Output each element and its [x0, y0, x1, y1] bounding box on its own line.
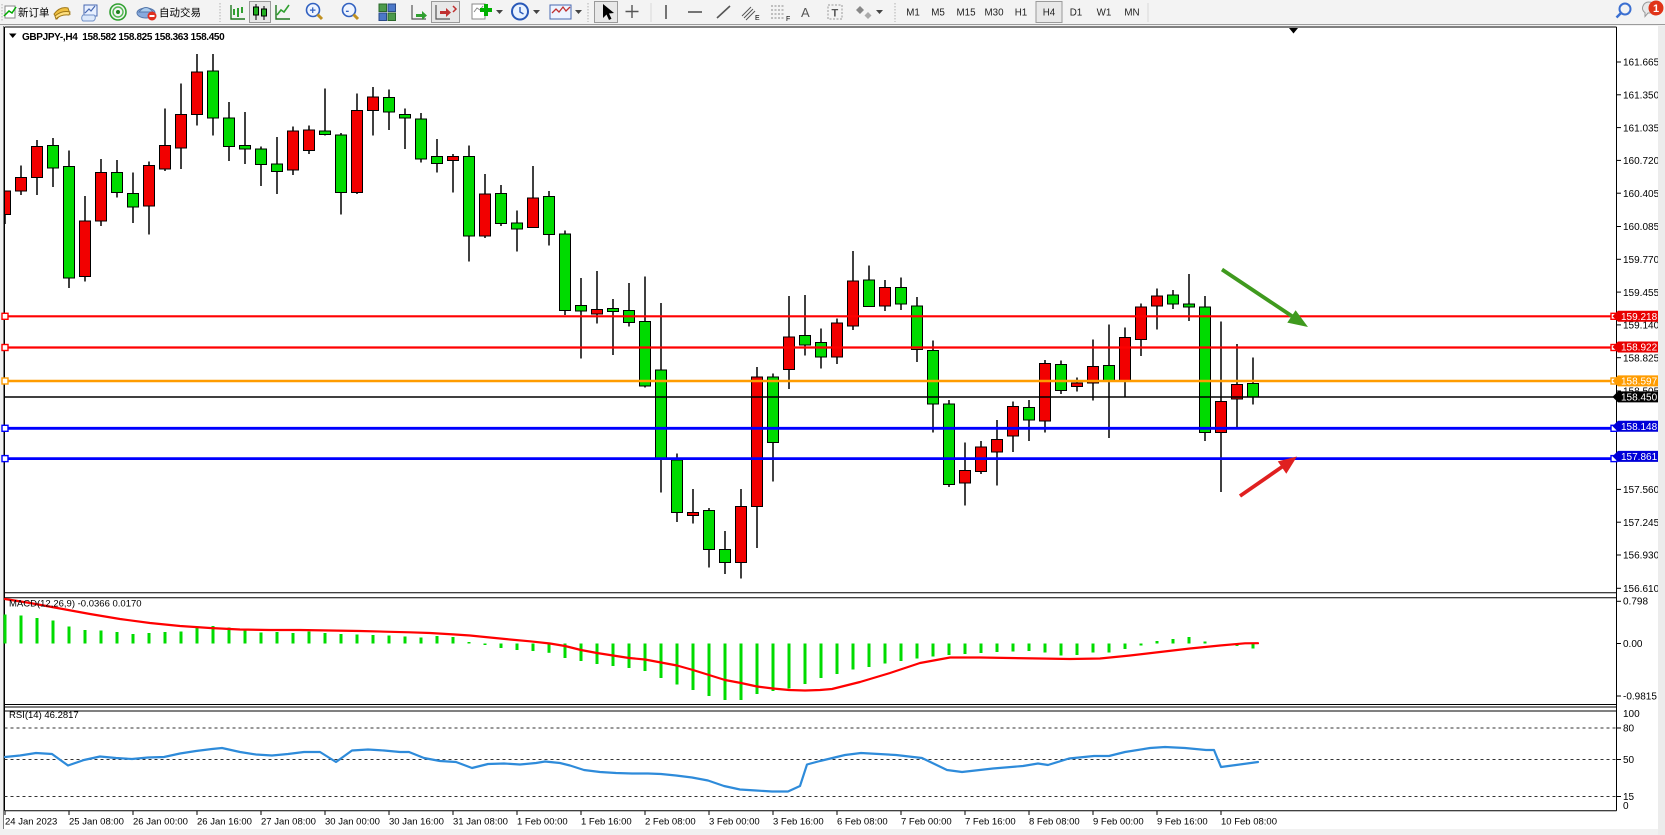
svg-text:80: 80: [1623, 724, 1635, 735]
svg-text:H4: H4: [1043, 8, 1056, 19]
svg-text:0: 0: [1623, 801, 1629, 812]
svg-text:E: E: [755, 15, 760, 22]
svg-text:MN: MN: [1124, 8, 1139, 19]
svg-text:30 Jan 00:00: 30 Jan 00:00: [325, 817, 380, 828]
svg-text:160.405: 160.405: [1623, 189, 1660, 200]
svg-text:7 Feb 16:00: 7 Feb 16:00: [965, 817, 1016, 828]
svg-text:MACD(12,26,9) -0.0366 0.0170: MACD(12,26,9) -0.0366 0.0170: [9, 599, 142, 610]
svg-text:30 Jan 16:00: 30 Jan 16:00: [389, 817, 444, 828]
svg-text:25 Jan 08:00: 25 Jan 08:00: [69, 817, 124, 828]
svg-text:156.610: 156.610: [1623, 584, 1660, 595]
svg-text:A: A: [801, 5, 810, 20]
svg-text:1 Feb 00:00: 1 Feb 00:00: [517, 817, 568, 828]
svg-text:新订单: 新订单: [18, 6, 50, 19]
svg-text:159.218: 159.218: [1621, 312, 1658, 323]
svg-text:自动交易: 自动交易: [159, 6, 201, 19]
svg-text:M1: M1: [906, 8, 920, 19]
svg-text:GBPJPY-,H4 158.582 158.825 15: GBPJPY-,H4 158.582 158.825 158.363 158.4…: [22, 32, 225, 43]
svg-text:D1: D1: [1070, 8, 1083, 19]
svg-text:26 Jan 00:00: 26 Jan 00:00: [133, 817, 188, 828]
svg-text:24 Jan 2023: 24 Jan 2023: [5, 817, 57, 828]
svg-text:15: 15: [1623, 792, 1635, 803]
svg-text:M15: M15: [956, 8, 976, 19]
svg-text:161.350: 161.350: [1623, 91, 1660, 102]
svg-text:156.930: 156.930: [1623, 551, 1660, 562]
svg-text:26 Jan 16:00: 26 Jan 16:00: [197, 817, 252, 828]
svg-text:1 Feb 16:00: 1 Feb 16:00: [581, 817, 632, 828]
svg-text:7 Feb 00:00: 7 Feb 00:00: [901, 817, 952, 828]
svg-text:0.00: 0.00: [1623, 639, 1643, 650]
svg-text:9 Feb 16:00: 9 Feb 16:00: [1157, 817, 1208, 828]
svg-text:+: +: [310, 5, 316, 17]
svg-text:H1: H1: [1015, 8, 1028, 19]
svg-text:9 Feb 00:00: 9 Feb 00:00: [1093, 817, 1144, 828]
svg-text:160.720: 160.720: [1623, 156, 1660, 167]
svg-text:158.825: 158.825: [1623, 353, 1660, 364]
svg-text:0.798: 0.798: [1623, 597, 1648, 608]
svg-text:W1: W1: [1097, 8, 1112, 19]
svg-text:157.560: 157.560: [1623, 485, 1660, 496]
svg-text:158.148: 158.148: [1621, 422, 1658, 433]
svg-text:160.085: 160.085: [1623, 222, 1660, 233]
svg-text:161.035: 161.035: [1623, 123, 1660, 134]
svg-text:6 Feb 08:00: 6 Feb 08:00: [837, 817, 888, 828]
svg-text:-: -: [346, 5, 350, 17]
svg-text:M5: M5: [931, 8, 945, 19]
svg-text:50: 50: [1623, 755, 1635, 766]
svg-text:159.770: 159.770: [1623, 255, 1660, 266]
svg-text:159.140: 159.140: [1623, 321, 1660, 332]
svg-text:3 Feb 16:00: 3 Feb 16:00: [773, 817, 824, 828]
svg-text:157.861: 157.861: [1621, 452, 1658, 463]
svg-text:100: 100: [1623, 709, 1640, 720]
svg-text:3 Feb 00:00: 3 Feb 00:00: [709, 817, 760, 828]
svg-text:RSI(14) 46.2817: RSI(14) 46.2817: [9, 710, 79, 721]
svg-text:27 Jan 08:00: 27 Jan 08:00: [261, 817, 316, 828]
svg-text:159.455: 159.455: [1623, 288, 1660, 299]
svg-text:1: 1: [1653, 3, 1659, 15]
svg-text:158.922: 158.922: [1621, 343, 1658, 354]
svg-text:-0.9815: -0.9815: [1623, 692, 1657, 703]
svg-text:157.245: 157.245: [1623, 518, 1660, 529]
svg-text:158.450: 158.450: [1621, 393, 1658, 404]
svg-text:10 Feb 08:00: 10 Feb 08:00: [1221, 817, 1277, 828]
svg-text:158.597: 158.597: [1621, 377, 1658, 388]
svg-text:F: F: [786, 16, 790, 23]
svg-text:8 Feb 08:00: 8 Feb 08:00: [1029, 817, 1080, 828]
svg-text:31 Jan 08:00: 31 Jan 08:00: [453, 817, 508, 828]
svg-text:T: T: [832, 8, 839, 20]
svg-text:M30: M30: [984, 8, 1004, 19]
svg-text:2 Feb 08:00: 2 Feb 08:00: [645, 817, 696, 828]
svg-text:161.665: 161.665: [1623, 58, 1660, 69]
